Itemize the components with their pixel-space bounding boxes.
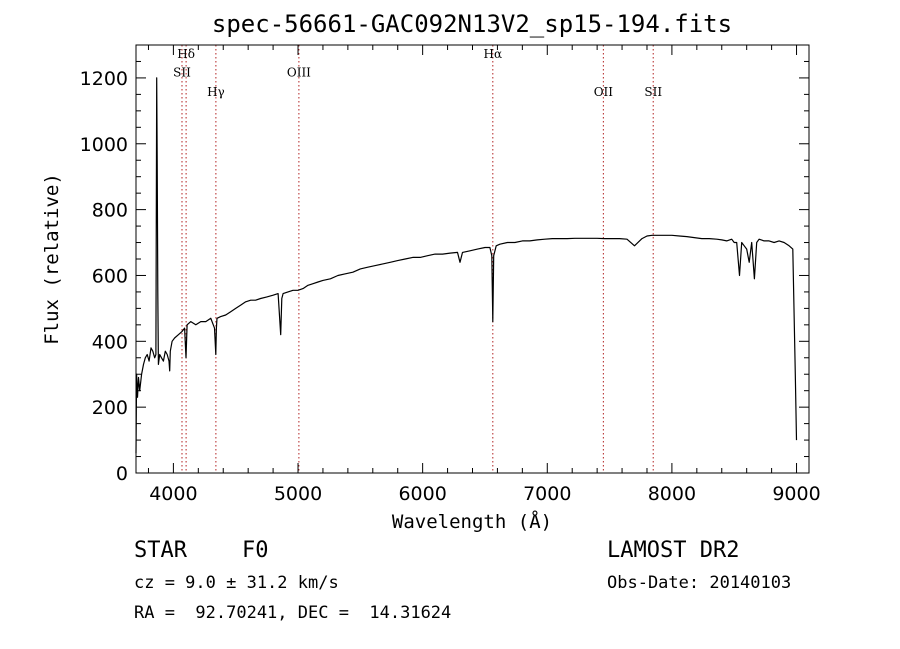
x-axis: 4000 5000 6000 7000 8000 9000	[147, 45, 821, 505]
emission-line-markers	[181, 45, 654, 473]
emission-line-label: Hγ	[207, 85, 225, 99]
x-tick-label: 7000	[523, 483, 571, 505]
x-tick-label: 4000	[149, 483, 197, 505]
y-axis: 0 200 400 600 800 1000 1200	[80, 44, 809, 485]
y-tick-label: 400	[92, 331, 128, 353]
redshift-readout: cz = 9.0 ± 31.2 km/s	[134, 573, 339, 593]
coordinates-readout: RA = 92.70241, DEC = 14.31624	[134, 603, 452, 623]
x-tick-label: 8000	[648, 483, 696, 505]
emission-line-label: Hδ	[177, 47, 195, 61]
object-subclass: F0	[242, 538, 269, 563]
y-tick-label: 1200	[80, 68, 128, 90]
emission-line-label: OIII	[287, 65, 311, 79]
spectrum-line	[135, 77, 798, 454]
y-tick-label: 200	[92, 397, 128, 419]
y-tick-label: 600	[92, 265, 128, 287]
emission-line-label: SII	[173, 65, 191, 79]
x-tick-label: 5000	[274, 483, 322, 505]
object-class: STAR	[134, 538, 187, 563]
y-tick-label: 1000	[80, 134, 128, 156]
plot-frame	[135, 44, 810, 474]
observation-date: Obs-Date: 20140103	[607, 573, 792, 593]
emission-line-label: SII	[644, 85, 662, 99]
emission-line-labels: Hδ SII Hγ OIII Hα OII SII	[173, 47, 662, 99]
emission-line-label: OII	[594, 85, 614, 99]
y-tick-label: 0	[116, 463, 128, 485]
y-axis-label: Flux (relative)	[41, 173, 63, 345]
y-tick-label: 800	[92, 200, 128, 222]
chart-title: spec-56661-GAC092N13V2_sp15-194.fits	[212, 10, 732, 38]
x-tick-label: 6000	[398, 483, 446, 505]
emission-line-label: Hα	[484, 47, 503, 61]
survey-name: LAMOST DR2	[607, 538, 740, 563]
x-axis-label: Wavelength (Å)	[392, 510, 552, 533]
x-tick-label: 9000	[772, 483, 820, 505]
